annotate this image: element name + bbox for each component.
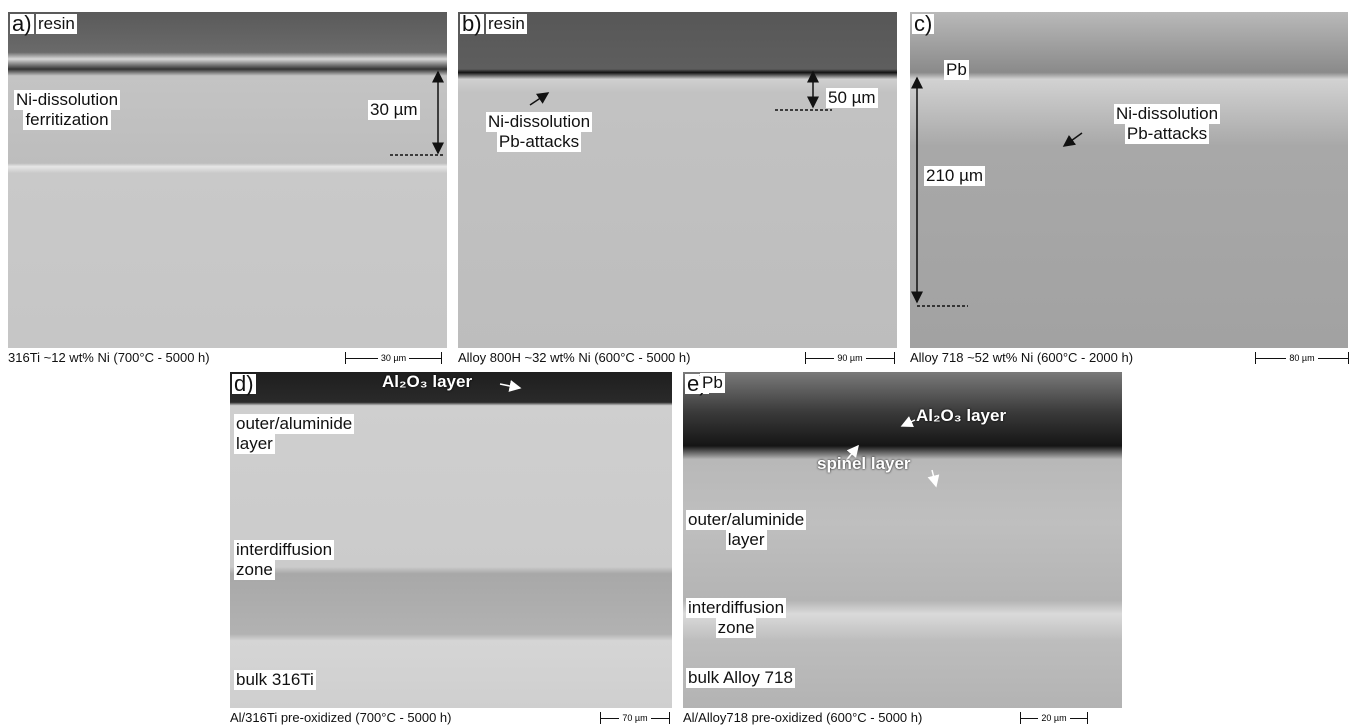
annotation-line: outer/aluminide — [234, 414, 354, 434]
annotation: 210 µm — [924, 166, 985, 186]
annotation: bulk 316Ti — [234, 670, 316, 690]
annotation-line: outer/aluminide — [686, 510, 806, 530]
annotation: 50 µm — [826, 88, 878, 108]
annotation: resin — [486, 14, 527, 34]
annotation: Pb — [944, 60, 969, 80]
annotation-line: layer — [234, 434, 275, 454]
annotation-line: resin — [486, 14, 527, 34]
annotation: Al₂O₃ layer — [914, 406, 1008, 426]
annotation-line: Pb — [700, 373, 725, 393]
annotation-line: ferritization — [23, 110, 110, 130]
annotation-line: Al₂O₃ layer — [380, 372, 474, 392]
annotation-line: layer — [726, 530, 767, 550]
annotation-line: zone — [234, 560, 275, 580]
annotation-line: 30 µm — [368, 100, 420, 120]
annotation-line: Ni-dissolution — [14, 90, 120, 110]
annotation-line: resin — [36, 14, 77, 34]
annotation: spinel layer — [815, 454, 913, 474]
annotation: Al₂O₃ layer — [380, 372, 474, 392]
annotation-line: 50 µm — [826, 88, 878, 108]
annotation-line: interdiffusion — [686, 598, 786, 618]
annotation-line: Ni-dissolution — [1114, 104, 1220, 124]
annotation-line: Al₂O₃ layer — [914, 406, 1008, 426]
annotation-line: Pb-attacks — [497, 132, 581, 152]
annotation-line: zone — [716, 618, 757, 638]
annotation-line: spinel layer — [815, 454, 913, 474]
annotation-line: Pb — [944, 60, 969, 80]
annotation-line: Ni-dissolution — [486, 112, 592, 132]
annotation: Pb — [700, 373, 725, 393]
annotation-line: interdiffusion — [234, 540, 334, 560]
figure: {"panels":[ {"letter":"a)","caption":"31… — [0, 0, 1352, 726]
annotation: 30 µm — [368, 100, 420, 120]
annotation-line: bulk 316Ti — [234, 670, 316, 690]
annotation: resin — [36, 14, 77, 34]
annotation-line: bulk Alloy 718 — [686, 668, 795, 688]
annotation-line: Pb-attacks — [1125, 124, 1209, 144]
annotation: bulk Alloy 718 — [686, 668, 795, 688]
annotation-line: 210 µm — [924, 166, 985, 186]
